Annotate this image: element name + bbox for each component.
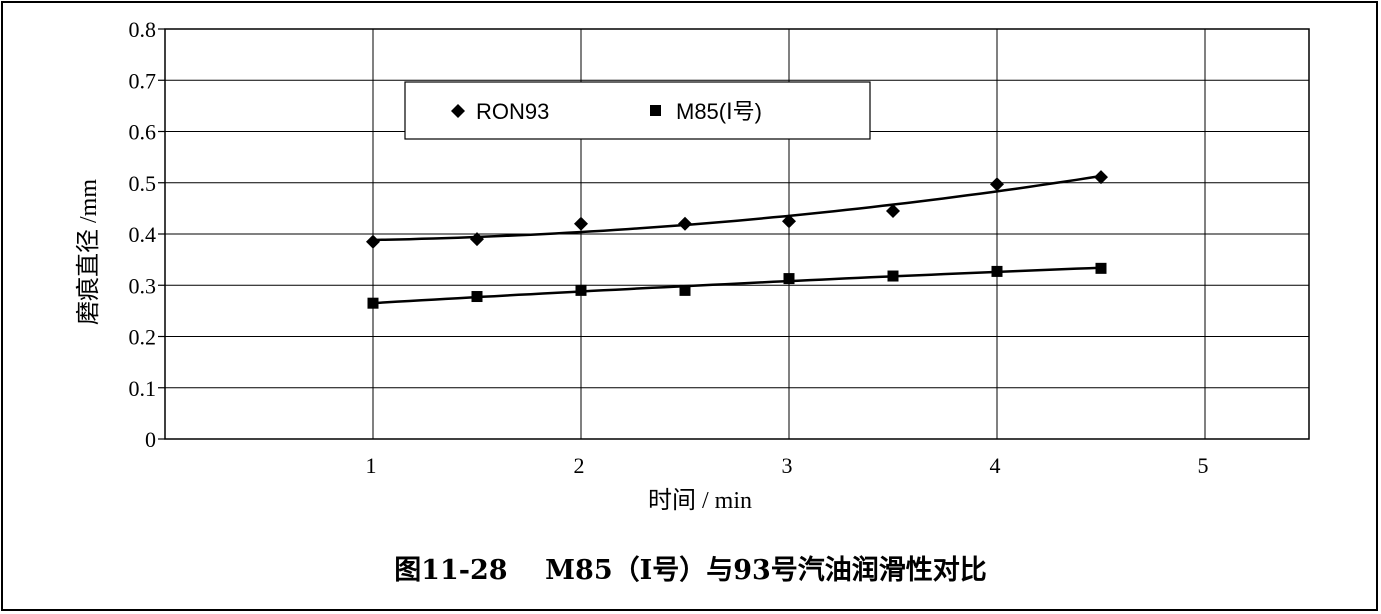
data-point-ron93 (782, 214, 796, 229)
data-point-m85 (991, 265, 1003, 277)
y-tick-label: 0.6 (129, 120, 157, 145)
y-axis-title: 磨痕直径 /mm (75, 179, 102, 325)
data-point-ron93 (470, 232, 484, 247)
legend-marker-diamond (451, 104, 465, 118)
y-tick-label: 0 (145, 427, 156, 452)
legend-label-m85: M85(Ⅰ号) (676, 99, 762, 124)
legend-box (404, 81, 871, 140)
y-tick-label: 0.4 (129, 222, 157, 247)
x-tick-label: 2 (574, 453, 585, 478)
x-axis-title: 时间 / min (648, 487, 752, 514)
y-tick-label: 0.3 (129, 273, 157, 298)
trendline-series-0 (372, 174, 1102, 242)
trendline-series-1 (372, 266, 1102, 305)
data-point-m85 (575, 284, 587, 296)
data-point-ron93 (678, 216, 692, 231)
data-point-m85 (471, 291, 483, 303)
data-point-m85 (887, 270, 899, 282)
data-point-m85 (1095, 262, 1107, 274)
x-tick-label: 5 (1198, 453, 1209, 478)
x-tick-label: 1 (366, 453, 377, 478)
data-point-ron93 (366, 234, 380, 249)
data-point-m85 (367, 297, 379, 309)
data-point-m85 (679, 284, 691, 296)
data-point-ron93 (574, 216, 588, 231)
legend-marker-square (650, 105, 661, 116)
y-axis-ticks: 0 0.1 0.2 0.3 0.4 0.5 0.6 0.7 0.8 (129, 17, 165, 452)
data-point-ron93 (990, 177, 1004, 192)
y-tick-label: 0.8 (129, 17, 157, 42)
data-point-m85 (783, 273, 795, 285)
y-tick-label: 0.7 (129, 68, 157, 93)
x-axis-ticks: 1 2 3 4 5 (366, 453, 1209, 478)
y-tick-label: 0.2 (129, 325, 157, 350)
trendlines (372, 174, 1102, 305)
legend: RON93 M85(Ⅰ号) (404, 81, 871, 140)
series (366, 170, 1108, 309)
x-tick-label: 4 (990, 453, 1001, 478)
data-point-ron93 (886, 203, 900, 218)
legend-label-ron93: RON93 (476, 99, 549, 124)
figure-caption: 图11-28 M85（Ⅰ号）与93号汽油润滑性对比 (394, 555, 987, 586)
data-point-ron93 (1094, 170, 1108, 185)
x-tick-label: 3 (782, 453, 793, 478)
chart: 0 0.1 0.2 0.3 0.4 0.5 0.6 0.7 0.8 1 2 3 4 5 RON93 M8… (75, 17, 1310, 514)
y-tick-label: 0.1 (129, 376, 157, 401)
y-tick-label: 0.5 (129, 171, 157, 196)
